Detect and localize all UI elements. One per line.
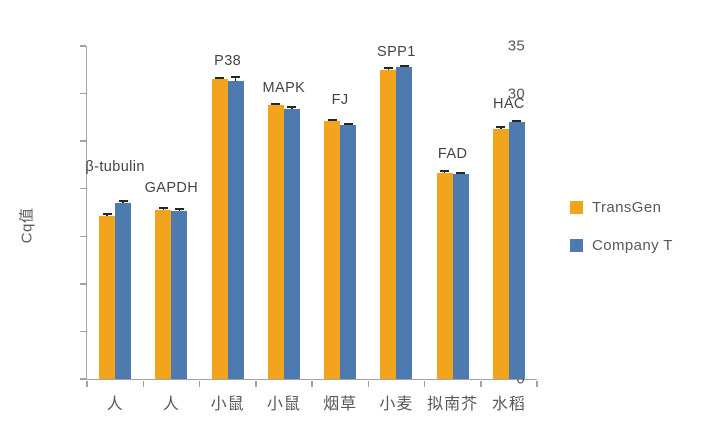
bar-transgen [155,209,172,379]
y-tick-mark [80,187,86,190]
y-tick-label: 0 [516,370,525,388]
error-bar-cap [271,102,281,105]
error-bar-cap [399,64,409,67]
bar-company-t [396,66,413,379]
gene-label: P38 [214,53,242,70]
error-bar-cap [440,169,450,172]
bar-transgen [436,172,453,379]
y-tick-mark [80,45,86,47]
bar-company-t [115,203,132,379]
error-bar-cap [174,208,184,211]
y-axis-title: Cq值 [18,207,36,244]
x-tick-mark [255,380,257,387]
legend-label-company-t: Company T [592,237,673,254]
x-tick-mark [86,380,88,387]
legend-swatch-company-t [570,239,583,252]
gene-label: FJ [331,92,349,109]
error-bar-cap [456,171,466,174]
x-tick-label: 人 [162,396,180,413]
error-bar-cap [118,200,128,203]
error-bar-cap [158,207,168,210]
legend-label-transgen: TransGen [592,199,662,216]
x-tick-label: 拟南芥 [427,396,479,413]
bar-company-t [340,124,357,379]
bar-company-t [227,81,244,379]
y-tick-mark [80,235,86,238]
y-tick-label: 35 [507,37,525,55]
bar-company-t [283,108,300,379]
bar-transgen [380,69,397,379]
legend-item-transgen: TransGen [570,199,673,216]
error-bar-cap [343,122,353,125]
bar-company-t [452,174,469,379]
bar-transgen [492,128,509,379]
legend-swatch-transgen [570,201,583,214]
x-tick-mark [367,380,369,387]
gene-label: SPP1 [377,43,416,60]
y-tick-mark [80,378,86,380]
x-tick-label: 小鼠 [210,396,245,413]
error-bar-cap [231,76,241,79]
gene-label: MAPK [262,79,306,96]
error-bar-cap [512,119,522,122]
x-tick-label: 小麦 [379,396,414,413]
error-bar-cap [327,119,337,122]
gene-label: HAC [492,95,525,112]
x-tick-label: 人 [106,396,124,413]
error-bar-cap [102,213,112,216]
error-bar-whisker [234,77,237,82]
y-tick-mark [80,92,86,95]
bar-transgen [267,105,284,379]
x-tick-mark [423,380,426,387]
error-bar-cap [383,67,393,70]
bar-company-t [171,210,188,379]
y-tick-mark [80,283,86,285]
gene-label: β-tubulin [85,159,145,176]
x-tick-mark [198,380,201,387]
y-tick-mark [80,330,86,333]
x-tick-mark [480,380,482,387]
bar-transgen [211,79,228,379]
x-tick-label: 小鼠 [266,396,301,413]
x-tick-mark [536,380,538,387]
gene-label: FAD [437,145,468,162]
error-bar-cap [215,76,225,79]
x-tick-mark [142,380,144,387]
gene-label: GAPDH [144,180,199,197]
legend-item-company-t: Company T [570,237,673,254]
plot-area: 05101520253035β-tubulin人GAPDH人P38小鼠MAPK小… [80,38,538,413]
x-tick-label: 烟草 [323,396,358,413]
y-tick-mark [80,140,86,142]
y-tick-label: 30 [507,85,525,103]
x-tick-mark [311,380,313,387]
legend: TransGen Company T [570,199,673,275]
bar-company-t [508,122,525,379]
x-tick-label: 水稻 [491,396,526,413]
bar-transgen [99,216,116,379]
bar-transgen [324,121,341,379]
error-bar-cap [287,106,297,109]
error-bar-cap [496,126,506,129]
